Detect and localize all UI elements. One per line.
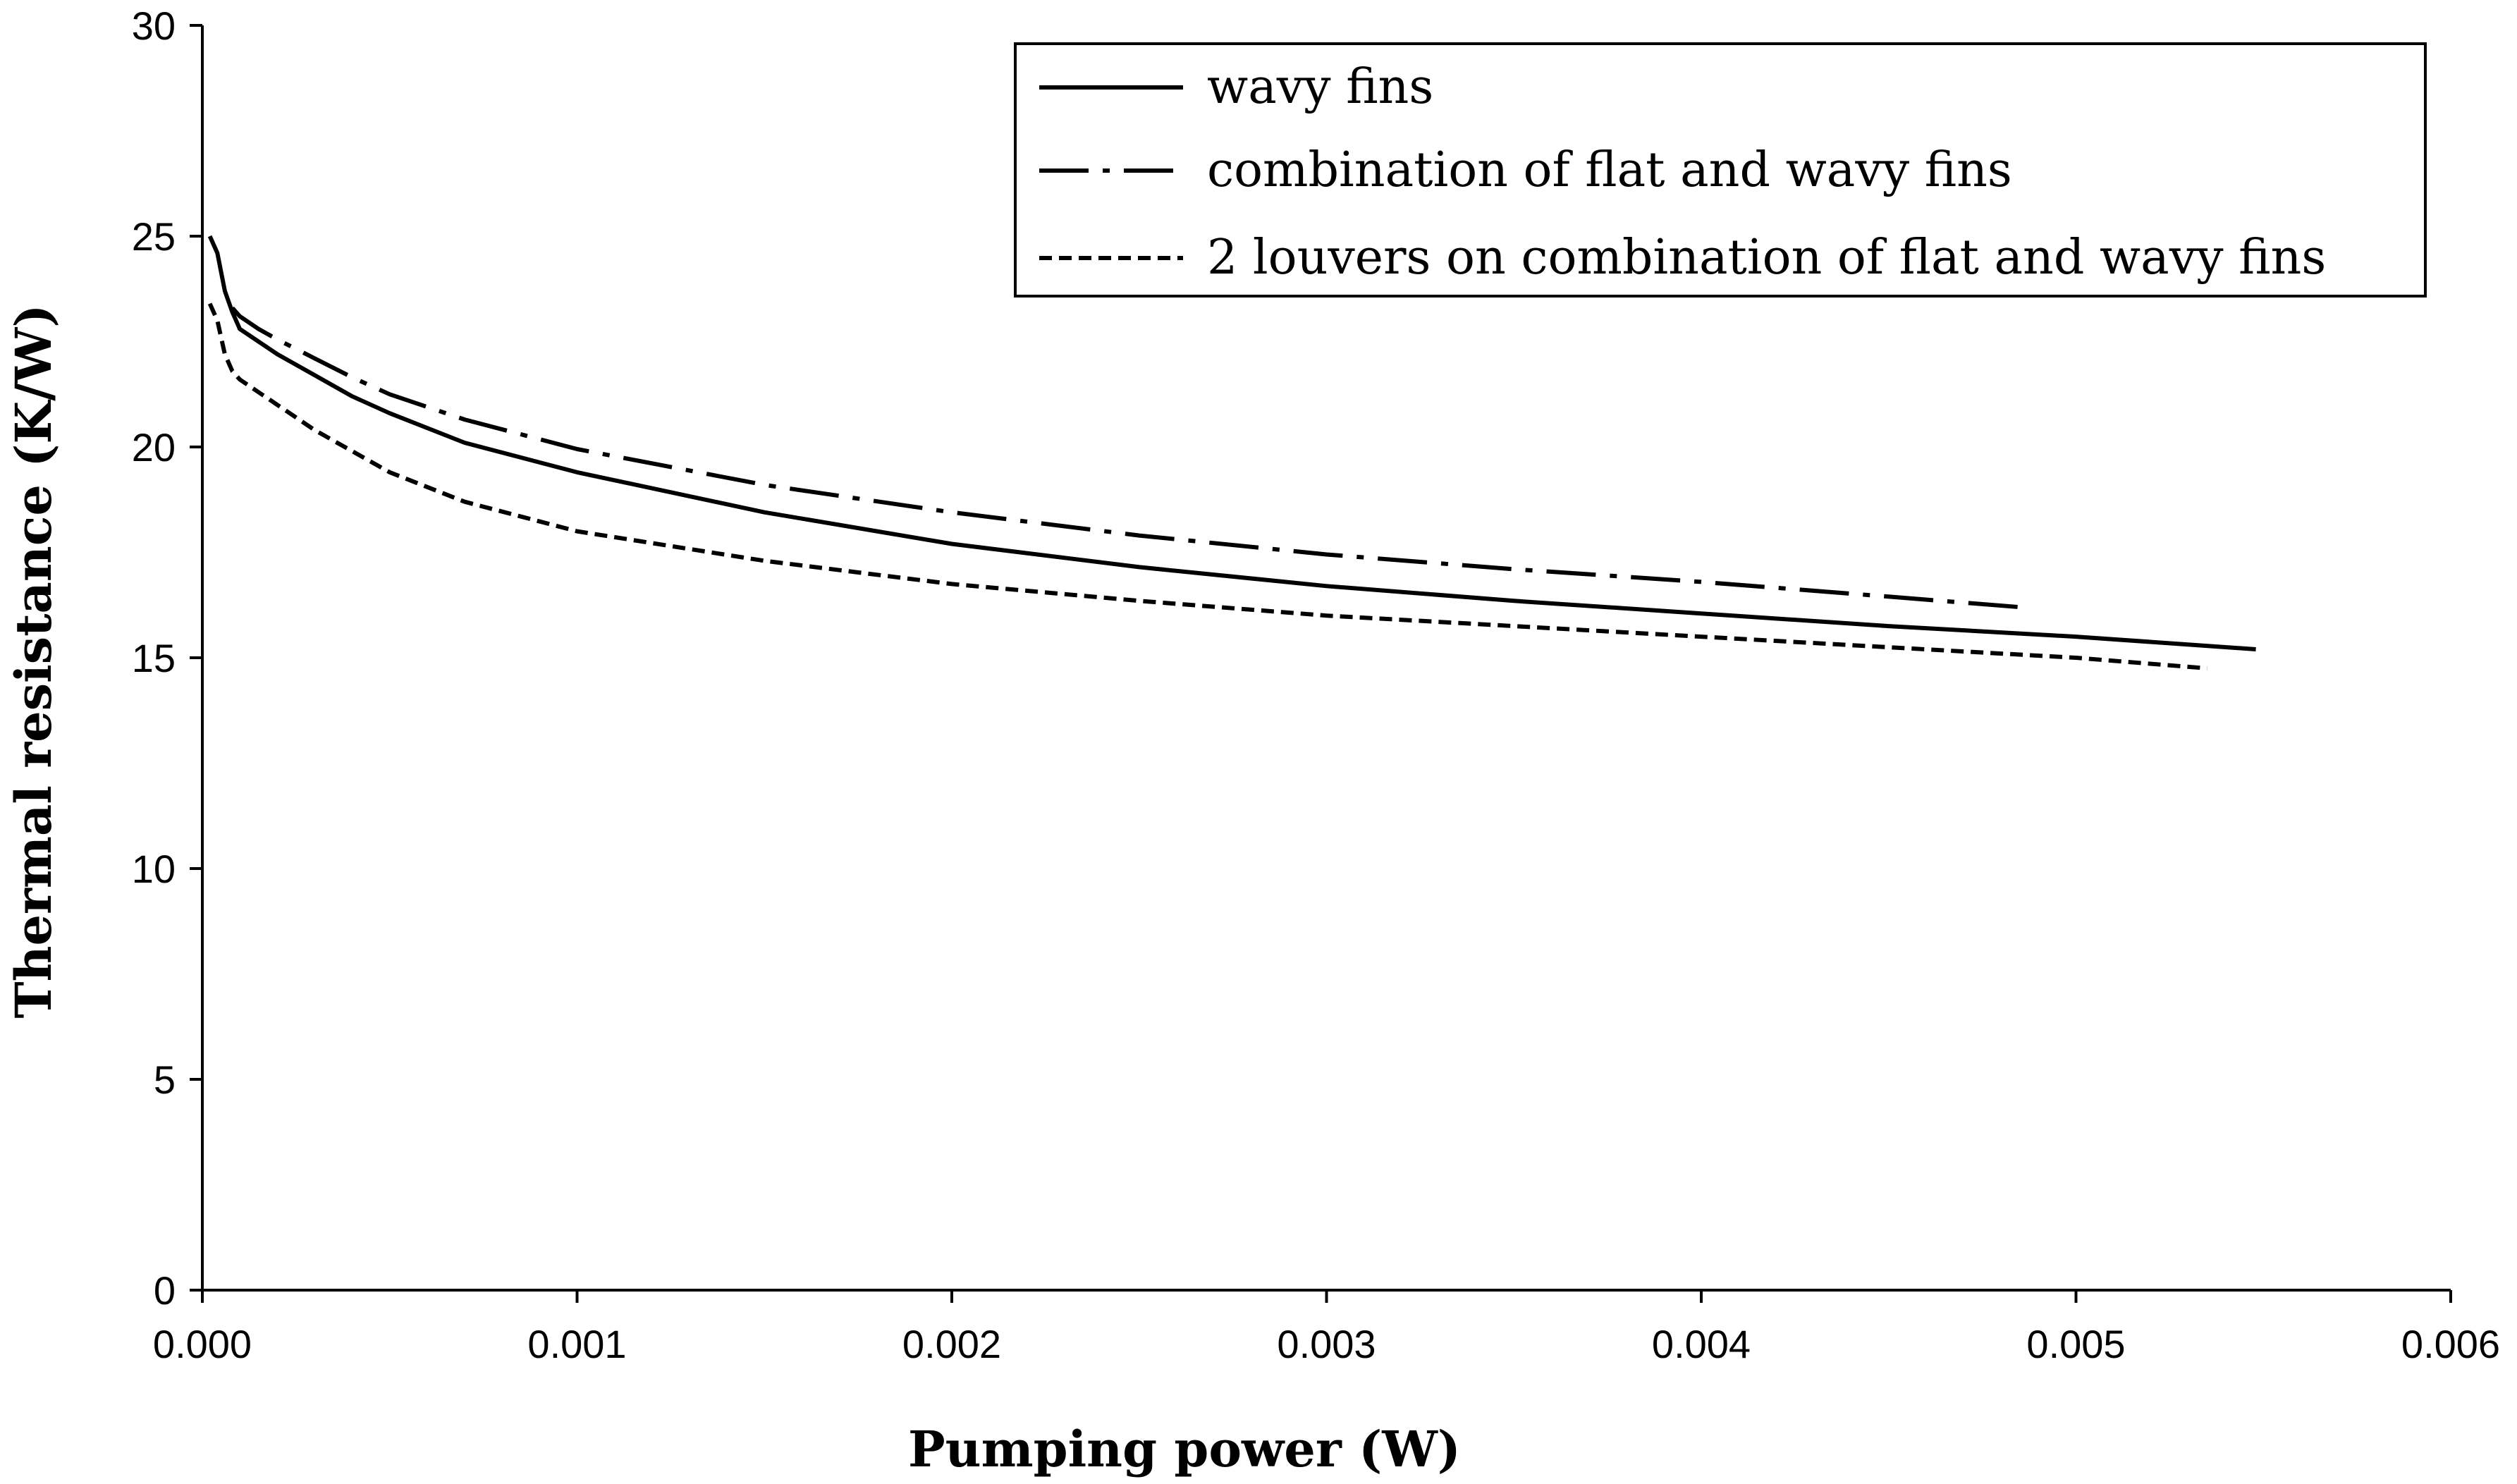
y-tick-label: 10 — [132, 847, 176, 891]
x-tick-label: 0.004 — [1652, 1322, 1751, 1366]
legend-label-1: wavy fins — [1207, 59, 1433, 115]
x-tick-label: 0.000 — [153, 1322, 252, 1366]
x-tick-label: 0.005 — [2026, 1322, 2125, 1366]
y-tick-label: 5 — [154, 1057, 176, 1102]
x-tick-label: 0.006 — [2401, 1322, 2500, 1366]
x-tick-label: 0.002 — [902, 1322, 1001, 1366]
y-tick-label: 20 — [132, 425, 176, 470]
y-tick-label: 15 — [132, 636, 176, 680]
legend-label-3: 2 louvers on combination of flat and wav… — [1207, 230, 2326, 286]
series-line-2 — [231, 306, 2021, 610]
y-tick-label: 0 — [154, 1268, 176, 1313]
series-line-3 — [207, 302, 2207, 670]
x-tick-label: 0.003 — [1277, 1322, 1376, 1366]
x-axis-title: Pumping power (W) — [908, 1420, 1461, 1478]
y-axis-title: Thermal resistance (K/W) — [4, 305, 63, 1019]
y-tick-label: 30 — [132, 4, 176, 48]
series-line-1 — [207, 235, 2256, 651]
legend-label-2: combination of flat and wavy fins — [1207, 142, 2012, 198]
y-tick-label: 25 — [132, 214, 176, 259]
legend-box — [1014, 42, 2427, 298]
x-tick-label: 0.001 — [527, 1322, 626, 1366]
